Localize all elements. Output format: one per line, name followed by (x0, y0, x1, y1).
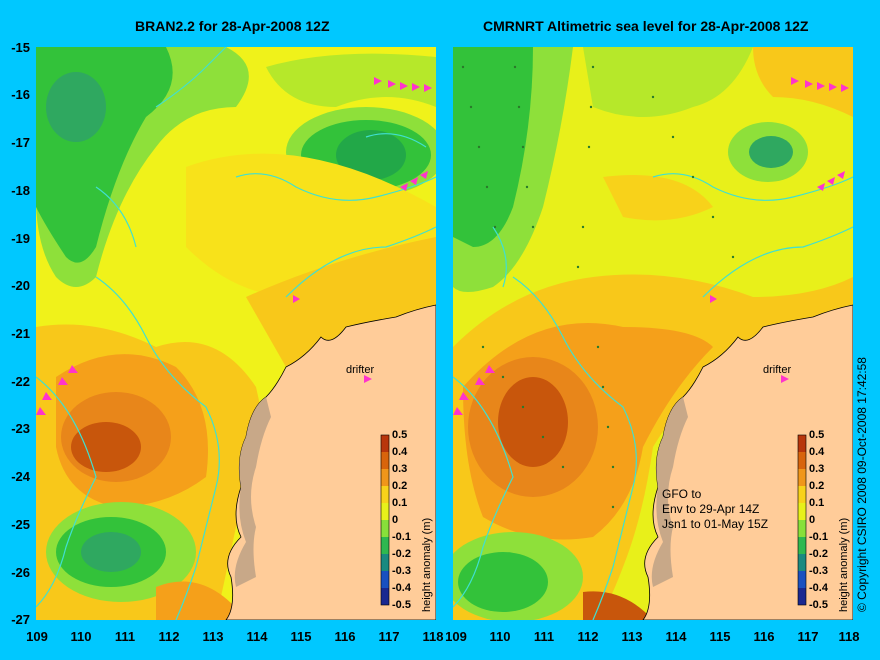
low-zone (266, 53, 436, 107)
right-panel-title: CMRNRT Altimetric sea level for 28-Apr-2… (483, 18, 809, 34)
lon-tick: 111 (533, 629, 555, 644)
right-map-svg: drifter (453, 47, 853, 620)
low-zone (583, 47, 753, 117)
lon-tick: 113 (202, 629, 224, 644)
lat-tick: -23 (11, 421, 30, 436)
lon-tick: 117 (378, 629, 400, 644)
lat-tick: -19 (11, 231, 30, 246)
lon-tick: 115 (290, 629, 312, 644)
lat-tick: -25 (11, 517, 30, 532)
low-zone (453, 47, 533, 247)
lat-tick: -20 (11, 278, 30, 293)
high-zone (583, 591, 653, 620)
colorbar-tick: 0.5 (392, 429, 408, 441)
lon-tick: 109 (445, 629, 467, 644)
colorbar-tick: -0.5 (809, 599, 828, 611)
lon-tick: 114 (665, 629, 687, 644)
lat-tick: -17 (11, 135, 30, 150)
drifter-label: drifter (763, 364, 791, 376)
colorbar-tick: 0.4 (392, 446, 408, 458)
colorbar-tick: -0.3 (809, 565, 828, 577)
high-zone (156, 581, 246, 620)
colorbar-tick: -0.2 (809, 548, 828, 560)
lat-tick: -24 (11, 469, 30, 484)
lon-tick: 112 (577, 629, 599, 644)
colorbar-tick: 0.1 (392, 497, 408, 509)
colorbar-tick: 0.5 (809, 429, 825, 441)
low-zone (81, 532, 141, 572)
colorbar-tick: 0.1 (809, 497, 825, 509)
drifter-tracks (36, 77, 432, 415)
shelf-island (651, 397, 688, 587)
left-map-panel: drifter (36, 47, 436, 620)
lat-tick: -16 (11, 87, 30, 102)
gfo-note: GFO to Env to 29-Apr 14Z Jsn1 to 01-May … (662, 487, 769, 531)
lat-tick: -15 (11, 40, 30, 55)
lon-tick: 118 (838, 629, 860, 644)
colorbar-tick: 0 (809, 514, 816, 526)
lon-tick: 113 (621, 629, 643, 644)
left-map-svg: drifter (36, 47, 436, 620)
colorbar-tick: -0.5 (392, 599, 411, 611)
copyright-text: © Copyright CSIRO 2008 09-Oct-2008 17:42… (855, 357, 869, 612)
colorbar-tick: -0.4 (392, 582, 411, 594)
lon-tick: 116 (334, 629, 356, 644)
colorbar-tick: -0.2 (392, 548, 411, 560)
lon-tick: 115 (709, 629, 731, 644)
high-zone (498, 377, 568, 467)
low-zone (46, 72, 106, 142)
lon-tick: 109 (26, 629, 48, 644)
lon-tick: 118 (422, 629, 444, 644)
colorbar-tick: 0 (392, 514, 399, 526)
colorbar-title: height anomaly (m) (421, 517, 433, 612)
colorbar-tick: 0.3 (809, 463, 825, 475)
colorbar-tick: 0.2 (392, 480, 408, 492)
lon-tick: 112 (158, 629, 180, 644)
colorbar-tick: 0.2 (809, 480, 825, 492)
high-zone (603, 175, 713, 221)
high-zone (753, 47, 853, 117)
lon-tick: 110 (489, 629, 511, 644)
high-zone (246, 237, 436, 367)
colorbar-tick: -0.1 (392, 531, 411, 543)
colorbar-title: height anomaly (m) (838, 517, 850, 612)
lat-tick: -22 (11, 374, 30, 389)
drifter-tracks (453, 77, 849, 415)
lat-tick: -21 (11, 326, 30, 341)
drifter-label: drifter (346, 364, 374, 376)
lon-tick: 111 (114, 629, 136, 644)
shelf-island (234, 397, 271, 587)
lat-tick: -26 (11, 565, 30, 580)
lon-tick: 116 (753, 629, 775, 644)
high-zone (71, 422, 141, 472)
contours (36, 47, 436, 620)
colorbar-tick: -0.1 (809, 531, 828, 543)
colorbar-right (797, 434, 807, 606)
colorbar-tick: -0.3 (392, 565, 411, 577)
contours (453, 173, 853, 620)
lon-tick: 114 (246, 629, 268, 644)
low-zone (336, 130, 406, 180)
lon-tick: 117 (797, 629, 819, 644)
colorbar-left (380, 434, 390, 606)
altimeter-tracks (461, 65, 735, 509)
low-zone (749, 136, 793, 168)
colorbar-tick: 0.4 (809, 446, 825, 458)
low-zone (458, 552, 548, 612)
colorbar-tick: -0.4 (809, 582, 828, 594)
colorbar-tick: 0.3 (392, 463, 408, 475)
lat-tick: -18 (11, 183, 30, 198)
lat-tick: -27 (11, 612, 30, 627)
right-map-panel: drifter (453, 47, 853, 620)
left-panel-title: BRAN2.2 for 28-Apr-2008 12Z (135, 18, 330, 34)
lon-tick: 110 (70, 629, 92, 644)
